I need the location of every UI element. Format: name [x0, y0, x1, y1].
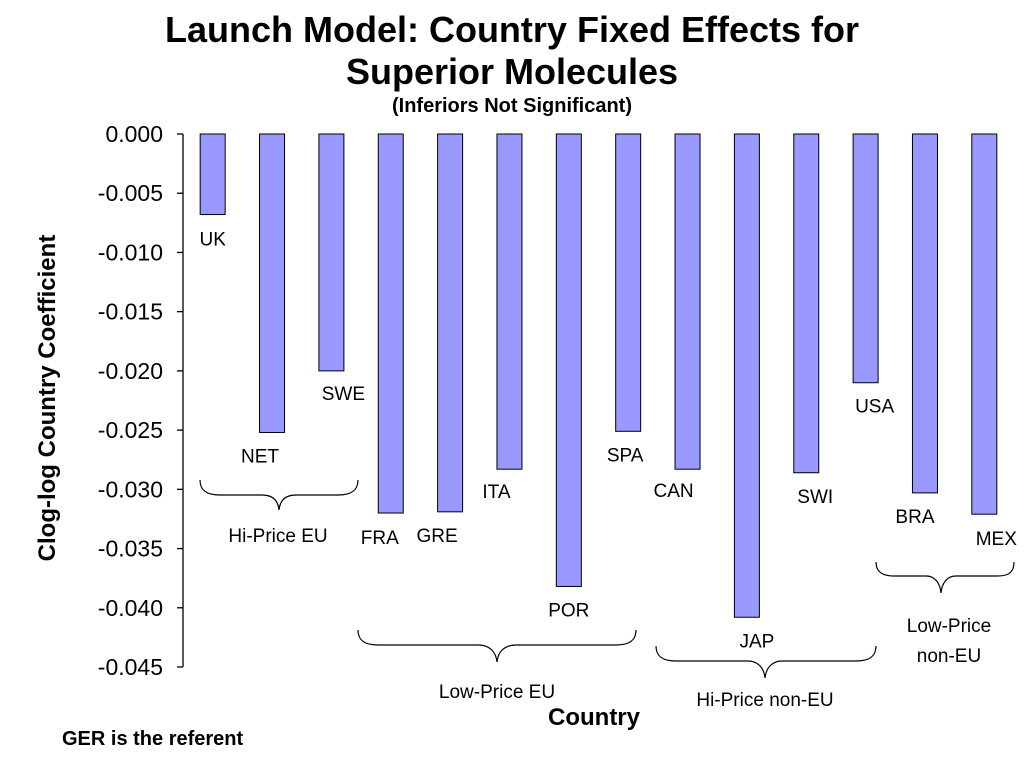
- chart-subtitle: (Inferiors Not Significant): [392, 95, 632, 117]
- bar-swe: [318, 133, 345, 372]
- group-label-low-price-eu: Low-Price EU: [439, 682, 555, 703]
- y-tick-label: -0.030: [98, 476, 163, 502]
- y-tick-label: -0.025: [98, 417, 163, 443]
- bar-label-spa: SPA: [607, 445, 644, 466]
- bar-usa: [852, 133, 879, 384]
- bar-label-fra: FRA: [361, 528, 399, 549]
- bar-fra: [377, 133, 404, 514]
- bar-label-mex: MEX: [976, 529, 1018, 550]
- bar-label-bra: BRA: [895, 507, 934, 528]
- bar-label-usa: USA: [855, 397, 894, 418]
- bar-net: [259, 133, 286, 433]
- bar-jap: [733, 133, 760, 618]
- bar-label-swi: SWI: [797, 487, 833, 508]
- group-braces: [199, 479, 1015, 679]
- group-label-hi-price-non-eu: Hi-Price non-EU: [696, 690, 833, 711]
- bar-label-gre: GRE: [417, 526, 458, 547]
- bar-swi: [793, 133, 820, 474]
- y-tick-label: 0.000: [105, 121, 163, 147]
- brace-hi-price-eu: [199, 479, 359, 511]
- brace-low-price-eu: [357, 629, 637, 663]
- bar-bra: [911, 133, 938, 494]
- bar-label-uk: UK: [199, 230, 226, 251]
- y-tick-label: -0.045: [98, 654, 163, 680]
- y-tick-label: -0.040: [98, 595, 163, 621]
- bar-label-jap: JAP: [739, 631, 774, 652]
- brace-hi-price-non-eu: [655, 645, 877, 679]
- bar-labels: UK NET SWE FRA GRE ITA POR SPA CAN JAP SWI USA BRA ME…: [199, 230, 1017, 653]
- bar-label-can: CAN: [653, 481, 693, 502]
- y-tick-label: -0.015: [98, 299, 163, 325]
- bar-uk: [199, 133, 226, 216]
- bars: [199, 133, 998, 618]
- bar-gre: [437, 133, 464, 513]
- bar-label-net: NET: [241, 446, 279, 467]
- group-label-low-price-non-eu-line2: non-EU: [917, 646, 981, 667]
- chart-title-line2: Superior Molecules: [345, 51, 679, 92]
- y-tick-label: -0.035: [98, 536, 163, 562]
- bar-ita: [496, 133, 523, 470]
- y-axis: 0.000 -0.005 -0.010 -0.015 -0.020 -0.025 -0.03…: [98, 121, 184, 680]
- bar-por: [555, 133, 582, 587]
- y-tick-label: -0.010: [98, 239, 163, 265]
- bar-label-swe: SWE: [322, 384, 365, 405]
- bar-can: [674, 133, 701, 470]
- brace-low-price-non-eu: [875, 561, 1015, 594]
- footnote: GER is the referent: [62, 728, 244, 750]
- chart-title: Launch Model: Country Fixed Effects for: [164, 9, 860, 50]
- bar-mex: [971, 133, 998, 515]
- x-axis-label: Country: [548, 704, 640, 731]
- bar-spa: [615, 133, 642, 432]
- y-tick-label: -0.020: [98, 358, 163, 384]
- group-label-low-price-non-eu-line1: Low-Price: [907, 616, 991, 637]
- bar-label-por: POR: [548, 600, 589, 621]
- group-labels: Hi-Price EU Low-Price EU Hi-Price non-EU…: [228, 526, 991, 711]
- group-label-hi-price-eu: Hi-Price EU: [228, 526, 327, 547]
- y-tick-label: -0.005: [98, 180, 163, 206]
- bar-label-ita: ITA: [482, 482, 510, 503]
